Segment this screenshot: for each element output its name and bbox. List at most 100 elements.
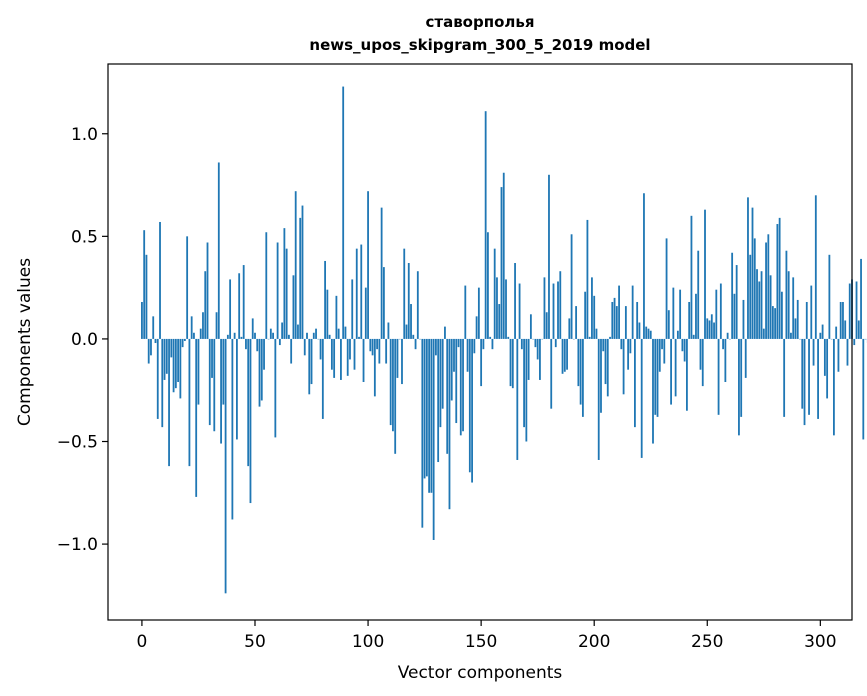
bar-97	[360, 244, 363, 339]
bar-187	[563, 338, 566, 372]
bar-219	[636, 301, 639, 339]
bar-220	[638, 322, 641, 339]
bar-134	[444, 326, 446, 339]
bar-120	[412, 334, 415, 339]
bar-68	[294, 191, 297, 339]
bar-87	[337, 328, 340, 339]
bar-4	[150, 338, 152, 356]
bar-85	[333, 338, 336, 378]
bar-23	[193, 332, 195, 339]
bar-317	[857, 320, 860, 339]
bar-98	[362, 338, 365, 382]
bar-162	[507, 336, 510, 339]
bar-31	[211, 338, 213, 378]
bar-58	[272, 332, 274, 339]
bar-32	[213, 338, 216, 432]
bar-228	[656, 338, 659, 417]
bar-239	[681, 338, 684, 352]
bar-188	[566, 338, 568, 370]
bar-201	[595, 328, 598, 339]
bar-64	[285, 248, 288, 339]
bar-160	[502, 172, 505, 339]
bar-22	[190, 316, 193, 339]
bar-148	[475, 316, 478, 339]
bar-57	[269, 328, 272, 339]
bar-233	[667, 310, 670, 339]
bar-93	[351, 279, 354, 339]
bar-3	[147, 338, 150, 364]
bar-20	[186, 236, 189, 339]
bar-25	[197, 338, 200, 405]
bar-157	[496, 277, 498, 339]
bar-21	[188, 338, 191, 467]
bar-143	[464, 285, 467, 339]
bar-29	[206, 242, 209, 339]
bar-126	[425, 338, 428, 477]
bar-147	[473, 338, 476, 354]
bar-137	[450, 338, 453, 401]
bar-16	[177, 338, 180, 382]
bar-294	[805, 301, 808, 339]
bar-129	[432, 338, 435, 540]
bar-248	[701, 338, 704, 387]
bar-311	[844, 320, 847, 339]
bar-264	[738, 338, 740, 436]
bar-292	[801, 338, 804, 409]
bar-174	[534, 338, 537, 348]
bar-5	[152, 316, 155, 339]
bar-278	[769, 275, 772, 339]
bar-39	[229, 279, 232, 339]
bar-288	[792, 277, 795, 339]
bar-312	[846, 338, 849, 366]
bar-91	[346, 338, 349, 376]
bar-185	[559, 271, 562, 339]
bar-250	[706, 318, 709, 339]
bar-236	[674, 338, 677, 397]
bar-252	[710, 314, 713, 339]
bar-17	[179, 338, 182, 399]
y-tick-label-0: −1.0	[57, 535, 98, 555]
bar-244	[692, 334, 695, 339]
bar-101	[369, 338, 372, 352]
bar-42	[236, 338, 238, 440]
bar-series	[141, 86, 867, 594]
bar-247	[699, 338, 702, 370]
bar-153	[487, 232, 489, 339]
bar-205	[604, 338, 607, 385]
bar-202	[597, 338, 600, 460]
bar-52	[258, 338, 261, 407]
bar-273	[758, 281, 761, 339]
bar-0	[141, 301, 143, 339]
x-tick-label-0: 0	[137, 632, 148, 652]
x-tick-label-250: 250	[691, 632, 723, 652]
plot-frame	[107, 63, 853, 621]
bar-213	[622, 338, 625, 395]
bar-318	[860, 258, 862, 339]
bar-152	[484, 111, 487, 339]
chart-title-line-1: ставорполья	[425, 13, 534, 31]
bar-80	[321, 338, 324, 419]
bar-231	[663, 338, 666, 364]
bar-276	[765, 242, 767, 339]
bar-28	[204, 271, 207, 339]
bar-293	[803, 338, 806, 426]
bar-184	[557, 281, 559, 339]
bar-83	[328, 334, 331, 339]
bar-193	[577, 338, 580, 387]
bar-164	[511, 338, 514, 389]
bar-159	[500, 187, 503, 339]
bar-313	[848, 283, 851, 339]
bar-289	[794, 318, 797, 339]
bar-169	[523, 338, 525, 428]
bar-108	[385, 338, 388, 364]
bar-279	[771, 306, 774, 339]
bar-300	[819, 332, 822, 339]
bar-200	[593, 295, 596, 339]
bar-89	[342, 86, 345, 339]
bar-286	[787, 271, 790, 339]
bar-194	[579, 338, 582, 405]
bar-88	[340, 338, 342, 380]
y-tick-label-3: 0.5	[71, 227, 98, 247]
bar-92	[349, 338, 351, 360]
bar-297	[812, 338, 815, 366]
